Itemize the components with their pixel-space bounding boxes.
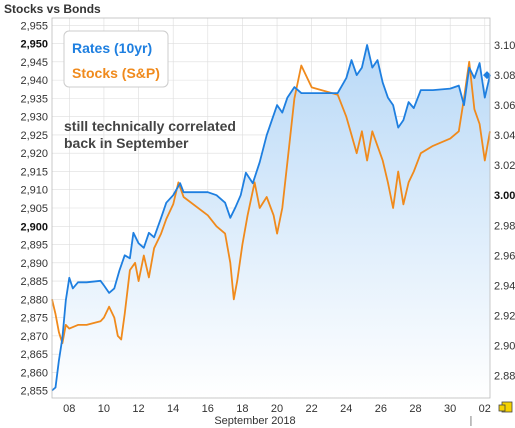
right-tick-label: 2.92 bbox=[494, 310, 515, 322]
left-axis-ticks: 2,855 2,860 2,865 2,870 2,875 2,880 2,885 2,890… bbox=[20, 20, 48, 397]
x-axis-ticks: 08 10 12 14 16 18 20 22 24 26 28 30 02 bbox=[63, 403, 491, 426]
left-tick-label: 2,855 bbox=[20, 386, 48, 398]
right-tick-label: 3.08 bbox=[494, 70, 515, 82]
x-tick-label: 02 bbox=[479, 403, 491, 415]
plot-frame bbox=[51, 17, 491, 399]
corner-icon bbox=[498, 401, 513, 413]
legend-entry-stocks: Stocks (S&P) bbox=[72, 65, 160, 81]
left-tick-label: 2,880 bbox=[20, 294, 48, 306]
right-tick-label: 3.00 bbox=[494, 190, 515, 202]
left-tick-label: 2,935 bbox=[20, 93, 48, 105]
right-axis-ticks: 2.88 2.90 2.92 2.94 2.96 2.98 3.00 3.02 3.04 3.06… bbox=[494, 40, 515, 382]
right-tick-label: 2.94 bbox=[494, 280, 515, 292]
right-tick-label: 3.04 bbox=[494, 130, 515, 142]
legend-box bbox=[63, 30, 169, 88]
right-tick-label: 2.90 bbox=[494, 340, 515, 352]
plot-area-border bbox=[51, 17, 491, 399]
stocks-line bbox=[51, 60, 491, 345]
right-tick-label: 3.02 bbox=[494, 160, 515, 172]
x-tick-label: 14 bbox=[167, 403, 179, 415]
x-tick-label: 26 bbox=[375, 403, 387, 415]
x-tick-label: 18 bbox=[236, 403, 248, 415]
left-tick-label: 2,940 bbox=[20, 75, 48, 87]
chart-options-icon-back bbox=[498, 404, 506, 412]
annotation-line-2: back in September bbox=[64, 135, 189, 151]
left-tick-label: 2,920 bbox=[20, 148, 48, 160]
right-tick-label: 2.96 bbox=[494, 250, 515, 262]
rates-last-value-marker bbox=[483, 71, 491, 80]
left-tick-label: 2,955 bbox=[20, 20, 48, 32]
x-tick-label: 12 bbox=[132, 403, 144, 415]
x-tick-label: 28 bbox=[409, 403, 421, 415]
x-tick-label: 24 bbox=[340, 403, 352, 415]
x-tick-label: 30 bbox=[444, 403, 456, 415]
right-tick-label: 2.98 bbox=[494, 220, 515, 232]
left-tick-label: 2,885 bbox=[20, 276, 48, 288]
left-tick-label: 2,870 bbox=[20, 331, 48, 343]
right-tick-label: 2.88 bbox=[494, 370, 515, 382]
left-tick-label: 2,865 bbox=[20, 349, 48, 361]
left-tick-label: 2,910 bbox=[20, 185, 48, 197]
annotation: still technically correlated back in Sep… bbox=[64, 118, 236, 151]
left-tick-label: 2,895 bbox=[20, 240, 48, 252]
x-tick-label: 10 bbox=[98, 403, 110, 415]
rates-area-fill bbox=[52, 45, 490, 398]
x-tick-label: 22 bbox=[306, 403, 318, 415]
rates-line bbox=[51, 44, 491, 392]
series-lines bbox=[51, 44, 491, 392]
right-tick-label: 3.06 bbox=[494, 100, 515, 112]
rates-area bbox=[52, 45, 490, 398]
left-tick-label: 2,860 bbox=[20, 367, 48, 379]
left-tick-label: 2,945 bbox=[20, 57, 48, 69]
left-tick-label: 2,930 bbox=[20, 112, 48, 124]
left-tick-label: 2,905 bbox=[20, 203, 48, 215]
annotation-line-1: still technically correlated bbox=[64, 118, 236, 134]
legend: Rates (10yr) Stocks (S&P) bbox=[63, 30, 169, 88]
x-tick-label: 16 bbox=[202, 403, 214, 415]
left-tick-label: 2,875 bbox=[20, 313, 48, 325]
left-tick-label: 2,890 bbox=[20, 258, 48, 270]
left-tick-label: 2,925 bbox=[20, 130, 48, 142]
chart-title: Stocks vs Bonds bbox=[4, 2, 101, 16]
left-tick-label: 2,950 bbox=[20, 39, 48, 51]
right-tick-label: 3.10 bbox=[494, 40, 515, 52]
x-axis-label: September 2018 bbox=[214, 415, 295, 427]
left-tick-label: 2,915 bbox=[20, 166, 48, 178]
left-tick-label: 2,900 bbox=[20, 221, 48, 233]
x-tick-label: 20 bbox=[271, 403, 283, 415]
legend-entry-rates: Rates (10yr) bbox=[72, 40, 152, 56]
x-tick-label: 08 bbox=[63, 403, 75, 415]
